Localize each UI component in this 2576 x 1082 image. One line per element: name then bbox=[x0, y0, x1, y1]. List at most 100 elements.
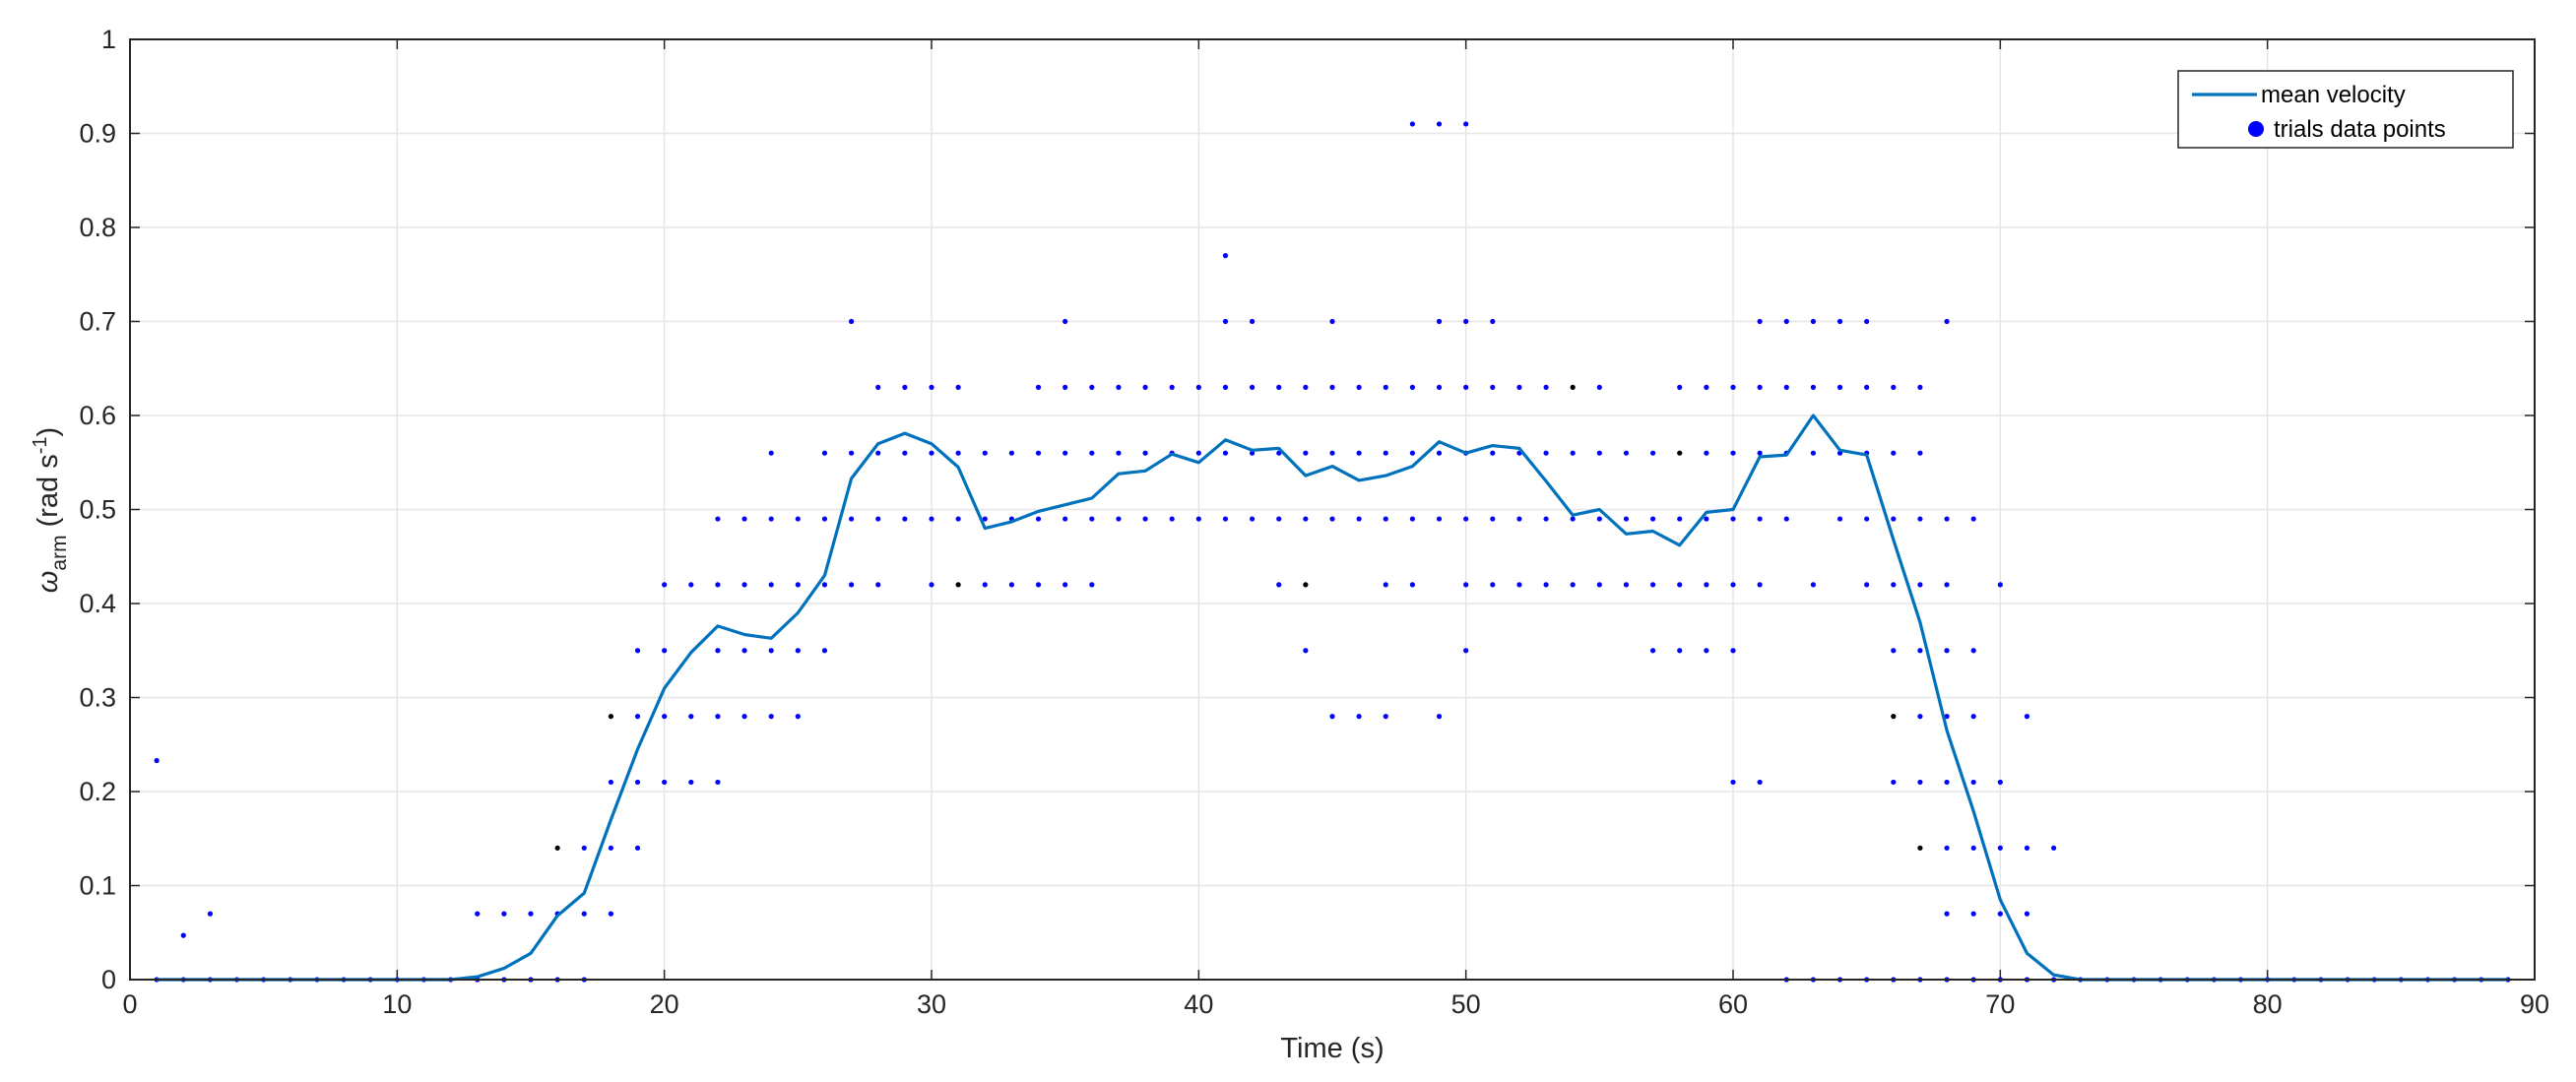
trial-data-point bbox=[1917, 779, 1923, 786]
trial-data-point bbox=[1463, 121, 1469, 127]
trial-data-point bbox=[662, 714, 668, 720]
trial-data-point bbox=[1997, 779, 2003, 786]
trial-data-point bbox=[1917, 648, 1923, 654]
plot-box bbox=[129, 38, 2536, 981]
trial-data-point bbox=[1063, 582, 1068, 588]
trial-data-point bbox=[1063, 318, 1068, 325]
trial-data-point bbox=[1008, 450, 1014, 456]
trial-data-point bbox=[634, 845, 641, 851]
trial-data-point bbox=[1730, 516, 1736, 522]
trial-data-point bbox=[1623, 582, 1630, 588]
trial-data-point bbox=[1650, 648, 1656, 654]
trial-data-point bbox=[2024, 845, 2030, 851]
trial-data-point bbox=[662, 779, 668, 786]
trial-data-point bbox=[1891, 582, 1897, 588]
y-tick-label: 0.6 bbox=[79, 401, 116, 430]
trial-data-point bbox=[1891, 384, 1897, 390]
trial-data-point bbox=[715, 582, 721, 588]
trial-data-point bbox=[180, 932, 186, 938]
trial-data-point bbox=[1810, 384, 1816, 390]
trial-data-point bbox=[1490, 582, 1496, 588]
y-tick-label: 1 bbox=[101, 25, 116, 54]
trial-data-point bbox=[1436, 384, 1443, 390]
trial-data-point bbox=[1543, 450, 1549, 456]
trial-data-point bbox=[929, 450, 934, 456]
trial-data-point bbox=[1169, 384, 1175, 390]
trial-data-point bbox=[1490, 516, 1496, 522]
trial-data-point bbox=[849, 582, 855, 588]
trial-data-point bbox=[1008, 582, 1014, 588]
trial-data-point bbox=[875, 582, 881, 588]
trial-data-point bbox=[715, 714, 721, 720]
trial-data-point bbox=[581, 845, 587, 851]
trial-data-point bbox=[1757, 516, 1763, 522]
trial-data-point bbox=[795, 714, 801, 720]
trial-data-point bbox=[875, 516, 881, 522]
trial-data-point bbox=[1436, 121, 1443, 127]
trial-data-point bbox=[1063, 450, 1068, 456]
trial-data-point bbox=[1917, 714, 1923, 720]
trial-data-point bbox=[1142, 516, 1148, 522]
trial-data-point bbox=[475, 911, 481, 917]
y-axis-unit-prefix: (rad s bbox=[32, 454, 64, 535]
trial-data-point bbox=[2051, 845, 2057, 851]
trial-data-point bbox=[154, 757, 160, 764]
x-tick-label: 90 bbox=[2520, 989, 2549, 1019]
y-tick-label: 0 bbox=[101, 965, 116, 994]
trial-data-point bbox=[1463, 318, 1469, 325]
y-axis-symbol: ω bbox=[32, 571, 64, 594]
trial-data-point bbox=[1864, 384, 1870, 390]
trial-data-point bbox=[1570, 516, 1576, 522]
trial-data-point bbox=[1303, 648, 1309, 654]
x-tick-label: 80 bbox=[2253, 989, 2283, 1019]
x-tick-label: 0 bbox=[122, 989, 137, 1019]
trial-data-point bbox=[1516, 582, 1522, 588]
trial-data-point bbox=[688, 779, 694, 786]
trial-data-point bbox=[1970, 516, 1976, 522]
trial-data-point bbox=[1570, 450, 1576, 456]
trial-data-point bbox=[1970, 714, 1976, 720]
y-tick-label: 0.7 bbox=[79, 307, 116, 337]
trial-data-point bbox=[1543, 582, 1549, 588]
y-axis-label: ωarm (rad s-1) bbox=[30, 427, 71, 593]
trial-data-point bbox=[1836, 384, 1843, 390]
trial-data-point bbox=[929, 516, 934, 522]
trial-data-point bbox=[1516, 516, 1522, 522]
y-tick-label: 0.1 bbox=[79, 871, 116, 901]
trial-data-point bbox=[1944, 845, 1950, 851]
trial-data-point bbox=[528, 911, 534, 917]
trial-data-point bbox=[1917, 582, 1923, 588]
trial-data-point bbox=[1250, 318, 1256, 325]
trial-data-point bbox=[1063, 384, 1068, 390]
trial-data-point bbox=[849, 516, 855, 522]
y-tick-label: 0.3 bbox=[79, 683, 116, 713]
trial-data-point bbox=[741, 648, 747, 654]
trial-data-point bbox=[741, 582, 747, 588]
x-tick-labels: 0 10 20 30 40 50 60 70 80 90 bbox=[122, 989, 2549, 1019]
trial-data-point bbox=[1810, 318, 1816, 325]
trial-data-point bbox=[849, 450, 855, 456]
trial-data-point bbox=[1650, 582, 1656, 588]
trial-data-point bbox=[1463, 582, 1469, 588]
trial-data-point bbox=[207, 911, 213, 917]
y-axis-subscript: arm bbox=[48, 535, 71, 570]
trial-data-point bbox=[1250, 450, 1256, 456]
trial-data-point bbox=[1596, 450, 1602, 456]
trial-data-point bbox=[1783, 384, 1789, 390]
legend-point-swatch bbox=[2248, 121, 2264, 137]
trial-data-point bbox=[1864, 318, 1870, 325]
trial-data-point bbox=[715, 648, 721, 654]
trial-data-point bbox=[1142, 450, 1148, 456]
trial-data-point bbox=[1063, 516, 1068, 522]
trial-data-point bbox=[1463, 648, 1469, 654]
trial-data-point bbox=[1516, 384, 1522, 390]
trial-data-point bbox=[1116, 450, 1122, 456]
trial-data-point bbox=[1677, 648, 1683, 654]
trial-data-point bbox=[1836, 318, 1843, 325]
trial-data-point bbox=[1596, 384, 1602, 390]
trial-data-point bbox=[1730, 779, 1736, 786]
y-tick-label: 0.2 bbox=[79, 777, 116, 806]
trial-data-point bbox=[634, 714, 641, 720]
trial-data-point bbox=[1917, 845, 1923, 851]
trial-data-point bbox=[1195, 384, 1201, 390]
